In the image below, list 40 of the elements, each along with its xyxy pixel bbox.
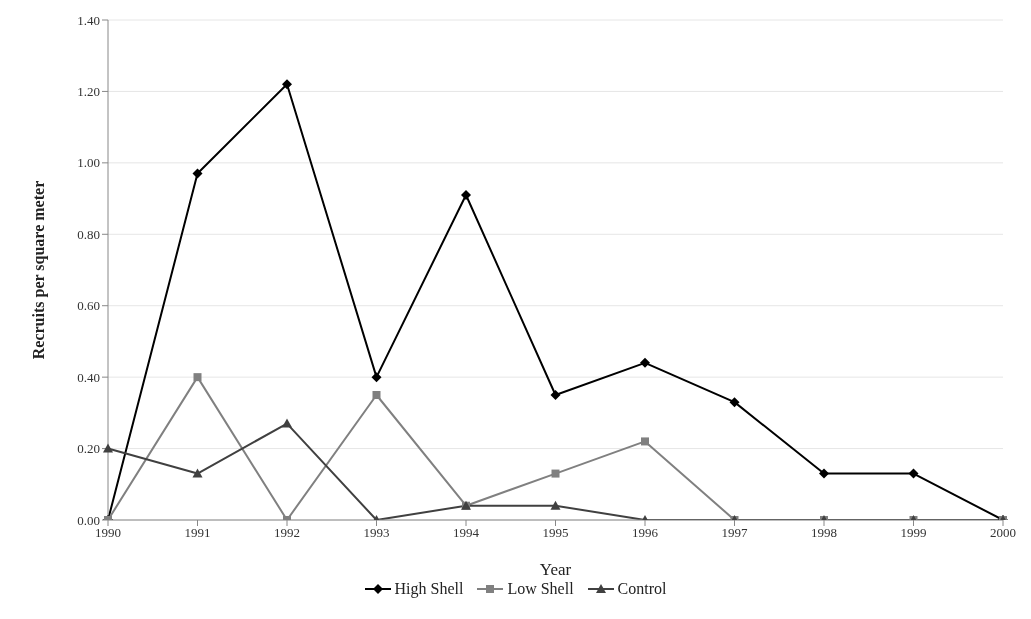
point (193, 373, 202, 382)
y-tick-label: 0.00 (77, 512, 100, 528)
legend-label: Control (617, 580, 667, 598)
x-tick-label: 1994 (453, 525, 480, 541)
x-tick-label: 1996 (632, 525, 659, 541)
x-tick-label: 1995 (542, 525, 569, 541)
y-tick-label: 1.40 (77, 12, 100, 28)
y-axis-title: Recruits per square meter (29, 180, 48, 360)
legend-label: Low Shell (507, 580, 574, 598)
x-tick-label: 1991 (184, 525, 211, 541)
point (908, 468, 919, 479)
point (371, 372, 382, 383)
point (641, 437, 649, 446)
y-tick-label: 0.80 (77, 226, 100, 242)
x-tick-label: 1993 (363, 525, 390, 541)
y-tick-label: 1.20 (77, 84, 100, 100)
y-tick-label: 0.20 (77, 441, 100, 457)
point (372, 391, 381, 399)
x-tick-label: 1998 (811, 525, 837, 541)
legend-label: High Shell (394, 580, 464, 598)
x-tick-label: 2000 (990, 525, 1016, 541)
x-tick-label: 1990 (95, 525, 121, 541)
point (729, 397, 740, 408)
x-tick-label: 1999 (900, 525, 927, 541)
x-tick-label: 1997 (721, 525, 748, 541)
point (192, 468, 203, 478)
y-tick-label: 0.40 (77, 369, 100, 385)
point (282, 418, 292, 428)
point (192, 168, 203, 179)
x-axis-title: Year (539, 560, 572, 579)
y-tick-label: 1.00 (77, 155, 100, 171)
point (550, 500, 561, 510)
x-tick-label: 1992 (274, 525, 300, 541)
point (282, 79, 292, 90)
point (103, 443, 113, 453)
point (640, 357, 650, 368)
point (819, 468, 829, 479)
point (550, 390, 561, 400)
point (551, 469, 560, 478)
y-tick-label: 0.60 (77, 298, 100, 314)
